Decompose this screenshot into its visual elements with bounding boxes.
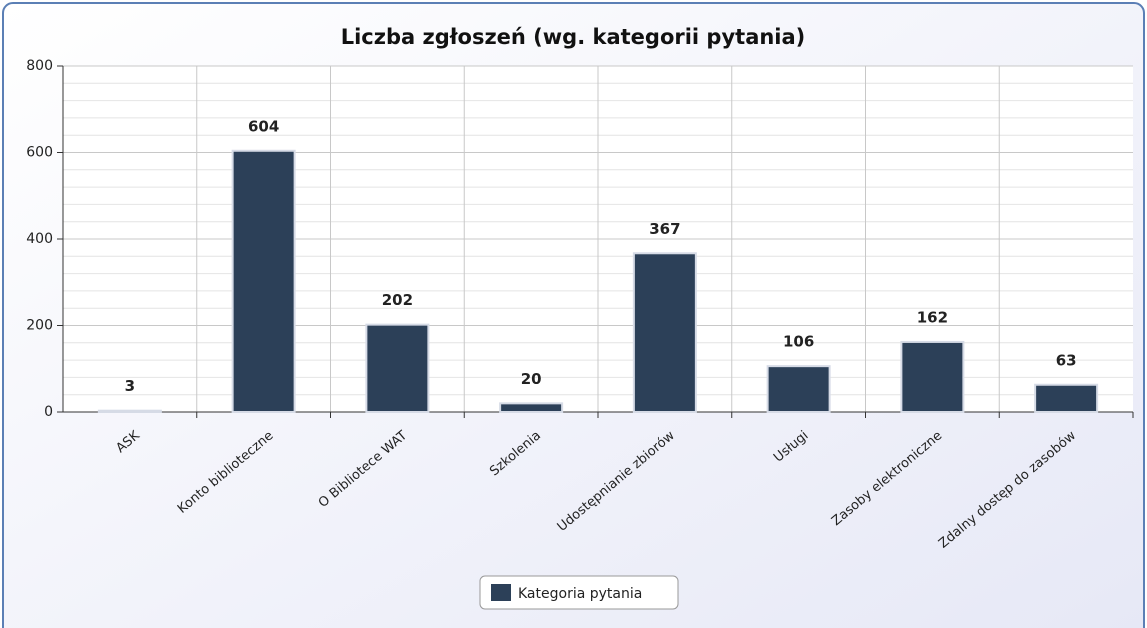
value-label: 202	[382, 291, 413, 309]
bar	[97, 409, 162, 414]
legend-box	[479, 575, 679, 610]
value-label: 20	[521, 370, 542, 388]
y-tick-label: 600	[26, 145, 53, 161]
value-label: 162	[917, 308, 948, 326]
y-tick-label: 400	[26, 231, 53, 247]
bar	[1034, 383, 1099, 414]
bar	[900, 340, 965, 413]
y-tick-label: 0	[44, 404, 53, 420]
y-tick-label: 800	[26, 58, 53, 74]
value-label: 367	[649, 220, 680, 238]
bar	[365, 323, 430, 414]
value-label: 63	[1056, 351, 1077, 369]
bar	[766, 365, 831, 413]
bar	[499, 402, 564, 414]
legend: Kategoria pytania	[479, 575, 679, 610]
bar	[231, 149, 296, 414]
bar	[632, 252, 697, 413]
legend-label: Kategoria pytania	[518, 586, 642, 602]
chart-title: Liczba zgłoszeń (wg. kategorii pytania)	[341, 25, 806, 49]
y-tick-label: 200	[26, 318, 53, 334]
value-label: 3	[125, 377, 135, 395]
legend-swatch	[491, 584, 511, 601]
value-label: 604	[248, 117, 279, 135]
value-label: 106	[783, 333, 814, 351]
